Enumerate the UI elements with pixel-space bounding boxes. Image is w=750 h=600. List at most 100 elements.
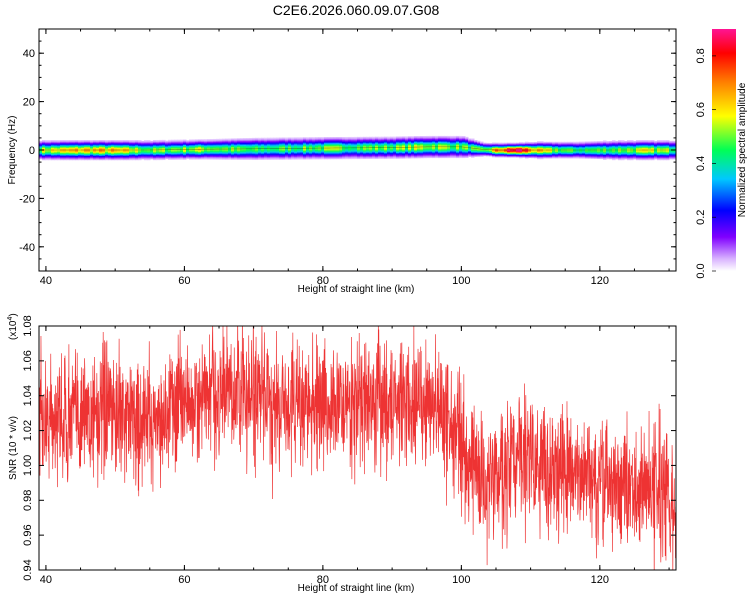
spectrogram-cell xyxy=(399,151,403,153)
spectrogram-cell xyxy=(213,156,217,158)
spectrogram-cell xyxy=(141,141,145,143)
spectrogram-cell xyxy=(360,139,364,141)
spectrogram-cell xyxy=(573,144,577,147)
spectrogram-cell xyxy=(480,150,484,152)
spectrogram-cell xyxy=(189,146,193,148)
spectrogram-cell xyxy=(399,152,403,154)
spectrogram-cell xyxy=(324,152,328,154)
spectrogram-cell xyxy=(351,148,355,150)
spectrogram-cell xyxy=(345,137,349,140)
spectrogram-cell xyxy=(129,145,133,147)
spectrogram-cell xyxy=(357,153,361,155)
spectrogram-cell xyxy=(636,141,640,143)
spectrogram-cell xyxy=(522,143,526,145)
spectrogram-cell xyxy=(96,156,100,158)
spectrogram-cell xyxy=(510,144,514,146)
spectrogram-cell xyxy=(279,154,283,156)
spectrogram-cell xyxy=(594,143,598,145)
spectrogram-cell xyxy=(294,152,298,154)
spectrogram-cell xyxy=(438,156,442,159)
spectrogram-cell xyxy=(375,153,379,156)
spectrogram-cell xyxy=(342,151,346,153)
spectrogram-cell xyxy=(363,139,367,141)
spectrogram-cell xyxy=(75,152,79,154)
spectrogram-cell xyxy=(411,157,415,159)
spectrogram-cell xyxy=(390,150,394,153)
spectrogram-cell xyxy=(51,156,55,158)
spectrogram-ytick-label: -40 xyxy=(19,242,35,254)
spectrogram-cell xyxy=(393,154,397,156)
spectrogram-cell xyxy=(54,155,58,157)
spectrogram-cell xyxy=(432,141,436,143)
spectrogram-cell xyxy=(354,138,358,141)
spectrogram-cell xyxy=(537,158,541,160)
spectrogram-cell xyxy=(171,157,175,160)
spectrogram-cell xyxy=(183,153,187,155)
spectrogram-cell xyxy=(39,153,43,155)
spectrogram-cell xyxy=(153,141,157,143)
spectrogram-cell xyxy=(462,149,466,151)
spectrogram-cell xyxy=(297,138,301,140)
spectrogram-cell xyxy=(339,151,343,153)
spectrogram-cell xyxy=(228,144,232,147)
spectrogram-cell xyxy=(261,143,265,145)
spectrogram-cell xyxy=(573,145,577,147)
spectrogram-cell xyxy=(399,145,403,147)
spectrogram-cell xyxy=(93,155,97,157)
spectrogram-cell xyxy=(540,156,544,158)
spectrogram-cell xyxy=(255,155,259,158)
spectrogram-cell xyxy=(132,145,136,147)
spectrogram-cell xyxy=(225,156,229,158)
spectrogram-cell xyxy=(501,150,505,152)
spectrogram-cell xyxy=(39,148,43,150)
spectrogram-cell xyxy=(498,155,502,157)
spectrogram-cell xyxy=(99,153,103,156)
spectrogram-cell xyxy=(162,141,166,143)
spectrogram-cell xyxy=(78,141,82,143)
spectrogram-cell xyxy=(345,140,349,143)
spectrogram-cell xyxy=(480,154,484,156)
spectrogram-cell xyxy=(414,153,418,155)
spectrogram-cell xyxy=(369,141,373,143)
spectrogram-cell xyxy=(462,156,466,159)
spectrogram-cell xyxy=(234,158,238,160)
spectrogram-cell xyxy=(315,151,319,153)
spectrogram-cell xyxy=(624,141,628,143)
spectrogram-cell xyxy=(384,141,388,143)
spectrogram-cell xyxy=(588,148,592,150)
spectrogram-cell xyxy=(255,140,259,142)
spectrogram-cell xyxy=(564,145,568,147)
spectrogram-cell xyxy=(174,142,178,144)
spectrogram-cell xyxy=(579,152,583,154)
spectrogram-cell xyxy=(495,146,499,148)
spectrogram-cell xyxy=(531,143,535,145)
spectrogram-cell xyxy=(171,144,175,146)
spectrogram-cell xyxy=(513,142,517,144)
spectrogram-cell xyxy=(54,140,58,143)
spectrogram-cell xyxy=(642,140,646,142)
spectrogram-cell xyxy=(222,154,226,156)
spectrogram-cell xyxy=(162,157,166,159)
spectrogram-cell xyxy=(522,156,526,158)
spectrogram-cell xyxy=(300,149,304,151)
spectrogram-cell xyxy=(297,151,301,153)
spectrogram-cell xyxy=(585,144,589,146)
spectrogram-cell xyxy=(363,153,367,156)
spectrogram-cell xyxy=(306,140,310,142)
spectrogram-cell xyxy=(57,156,61,158)
spectrogram-cell xyxy=(654,144,658,146)
spectrogram-cell xyxy=(318,138,322,140)
spectrogram-cell xyxy=(456,151,460,153)
spectrogram-cell xyxy=(372,151,376,154)
spectrogram-cell xyxy=(666,140,670,143)
spectrogram-cell xyxy=(270,141,274,143)
spectrogram-cell xyxy=(345,154,349,156)
spectrogram-cell xyxy=(402,136,406,138)
spectrogram-cell xyxy=(66,144,70,146)
spectrogram-cell xyxy=(300,139,304,141)
spectrogram-cell xyxy=(669,148,673,150)
spectrogram-cell xyxy=(525,156,529,158)
spectrogram-cell xyxy=(234,151,238,153)
spectrogram-cell xyxy=(351,156,355,159)
spectrogram-cell xyxy=(459,153,463,155)
